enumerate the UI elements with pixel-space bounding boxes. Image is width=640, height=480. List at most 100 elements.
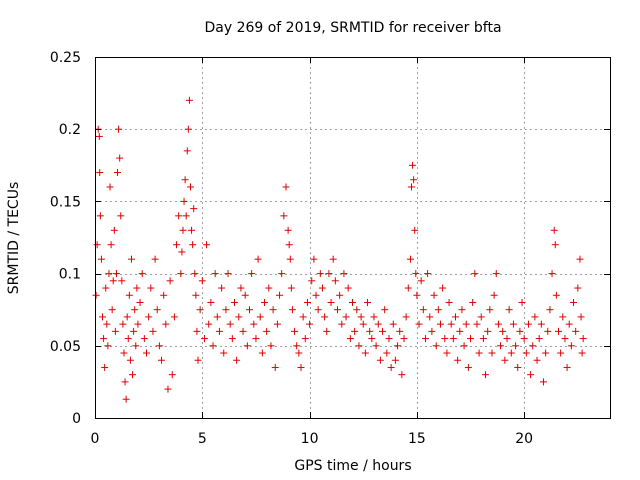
data-point — [178, 248, 186, 256]
data-point — [404, 284, 412, 292]
data-point — [96, 212, 104, 220]
data-point — [130, 327, 138, 335]
data-point — [552, 291, 560, 299]
data-point — [138, 270, 146, 278]
data-point — [287, 284, 295, 292]
data-point — [408, 183, 416, 191]
data-point — [419, 306, 427, 314]
data-point — [349, 298, 356, 306]
data-point — [542, 349, 550, 357]
data-point — [126, 356, 134, 364]
data-point — [183, 147, 191, 155]
x-tick-label: 20 — [515, 431, 533, 447]
data-point — [153, 306, 161, 314]
data-point — [368, 335, 376, 343]
data-point — [497, 342, 505, 350]
data-point — [122, 395, 130, 403]
data-point — [563, 363, 571, 371]
data-point — [117, 212, 125, 220]
data-point — [546, 306, 554, 314]
data-point — [198, 277, 206, 285]
data-point — [107, 241, 115, 249]
data-point — [99, 313, 107, 321]
data-point — [284, 226, 292, 234]
data-point — [351, 327, 359, 335]
data-point — [570, 298, 578, 306]
data-point — [402, 313, 410, 321]
data-point — [101, 363, 109, 371]
data-point — [239, 327, 247, 335]
data-point — [226, 320, 234, 328]
data-point — [179, 226, 187, 234]
data-point — [413, 291, 421, 299]
data-point — [193, 327, 201, 335]
y-tick-label: 0.2 — [59, 122, 81, 138]
data-point — [218, 284, 226, 292]
data-point — [410, 176, 418, 184]
data-point — [445, 298, 453, 306]
data-point — [273, 320, 281, 328]
data-point — [381, 306, 389, 314]
data-point — [271, 363, 279, 371]
data-point — [286, 255, 294, 263]
data-point — [430, 291, 438, 299]
data-point — [394, 342, 402, 350]
data-point — [220, 349, 228, 357]
data-point — [364, 298, 372, 306]
data-point — [452, 313, 459, 321]
data-point — [529, 342, 537, 350]
data-point — [531, 313, 539, 321]
data-point — [379, 327, 387, 335]
data-point — [182, 212, 190, 220]
data-point — [299, 313, 307, 321]
data-point — [96, 169, 104, 177]
data-point — [321, 313, 329, 321]
data-point — [333, 306, 341, 314]
data-point — [125, 291, 133, 299]
data-point — [104, 342, 112, 350]
x-axis-label: GPS time / hours — [294, 458, 411, 474]
data-point — [557, 349, 565, 357]
data-point — [185, 96, 193, 104]
data-point — [209, 342, 217, 350]
y-tick-label: 0.15 — [50, 194, 81, 210]
data-point — [432, 342, 440, 350]
data-point — [246, 306, 253, 314]
data-point — [106, 183, 114, 191]
y-tick-label: 0.1 — [59, 267, 81, 283]
data-point — [411, 226, 419, 234]
data-point — [162, 320, 170, 328]
data-point — [258, 349, 266, 357]
data-point — [565, 320, 573, 328]
data-point — [194, 356, 202, 364]
data-point — [133, 284, 141, 292]
data-point — [342, 313, 350, 321]
y-tick-label: 0.25 — [50, 50, 81, 66]
data-point — [115, 125, 123, 133]
data-point — [412, 270, 420, 278]
data-point — [228, 335, 236, 343]
data-point — [192, 291, 200, 299]
data-point — [559, 313, 567, 321]
data-point — [303, 298, 311, 306]
data-point — [160, 291, 168, 299]
data-point — [539, 378, 547, 386]
data-point — [211, 270, 219, 278]
data-point — [383, 349, 391, 357]
data-point — [124, 335, 132, 343]
data-point — [116, 154, 124, 162]
data-point — [263, 327, 271, 335]
data-point — [551, 241, 559, 249]
data-point — [203, 241, 211, 249]
data-point — [344, 284, 352, 292]
data-point — [488, 349, 496, 357]
data-point — [439, 284, 447, 292]
data-point — [184, 125, 192, 133]
data-point — [164, 385, 172, 393]
data-point — [166, 277, 174, 285]
data-point — [484, 327, 492, 335]
data-point — [248, 270, 256, 278]
data-point — [462, 320, 470, 328]
data-point — [224, 270, 232, 278]
